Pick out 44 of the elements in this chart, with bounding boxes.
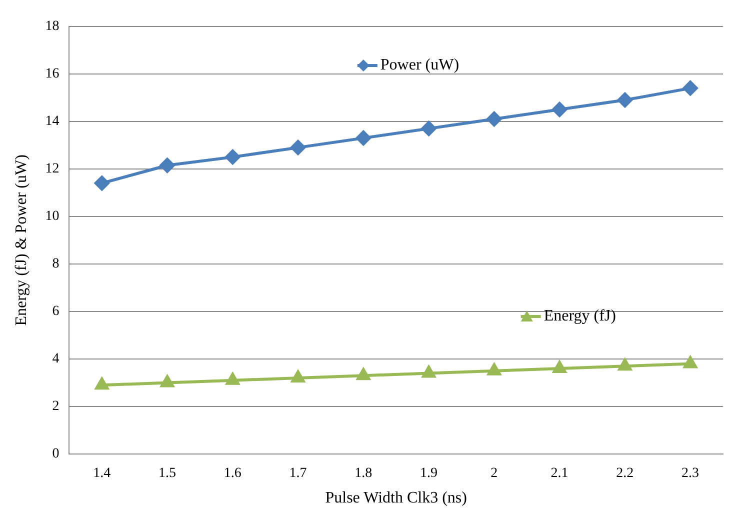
point xyxy=(486,112,502,127)
point xyxy=(684,356,698,368)
legend-label: Power (uW) xyxy=(380,56,460,74)
y-tick-label: 16 xyxy=(45,66,60,82)
point xyxy=(618,358,632,371)
x-axis-title: Pulse Width Clk3 (ns) xyxy=(325,490,467,507)
point xyxy=(291,370,305,382)
point xyxy=(356,130,371,146)
point xyxy=(617,92,632,108)
point xyxy=(160,158,175,173)
point xyxy=(226,372,240,385)
y-tick-label: 8 xyxy=(52,256,60,272)
y-axis-title: Energy (fJ) & Power (uW) xyxy=(12,154,30,326)
point xyxy=(290,140,306,156)
x-tick-label: 1.5 xyxy=(158,466,176,482)
x-tick-label: 1.7 xyxy=(289,466,307,482)
x-tick-label: 1.4 xyxy=(93,466,111,482)
y-tick-label: 18 xyxy=(45,19,60,34)
y-tick-label: 2 xyxy=(52,399,60,414)
y-tick-label: 4 xyxy=(52,352,60,367)
point xyxy=(421,121,436,136)
point xyxy=(356,368,370,380)
y-tick-label: 0 xyxy=(52,446,60,462)
x-tick-label: 1.8 xyxy=(354,466,372,482)
point xyxy=(422,366,436,378)
legend-label: Energy (fJ) xyxy=(544,308,616,325)
point xyxy=(160,375,174,388)
point xyxy=(94,176,110,191)
point xyxy=(95,378,109,390)
point xyxy=(487,363,501,376)
x-tick-label: 2.3 xyxy=(682,466,700,482)
y-tick-label: 14 xyxy=(45,114,60,130)
point xyxy=(225,150,240,165)
x-tick-label: 2.2 xyxy=(616,466,634,482)
x-tick-label: 2 xyxy=(490,466,498,482)
y-tick-label: 6 xyxy=(52,304,60,320)
point xyxy=(552,102,568,118)
point xyxy=(552,360,566,373)
point xyxy=(682,80,698,96)
x-tick-label: 1.6 xyxy=(224,466,242,482)
y-tick-label: 12 xyxy=(45,162,60,177)
y-tick-label: 10 xyxy=(45,209,60,224)
x-tick-label: 1.9 xyxy=(420,466,438,482)
x-tick-label: 2.1 xyxy=(550,466,568,482)
